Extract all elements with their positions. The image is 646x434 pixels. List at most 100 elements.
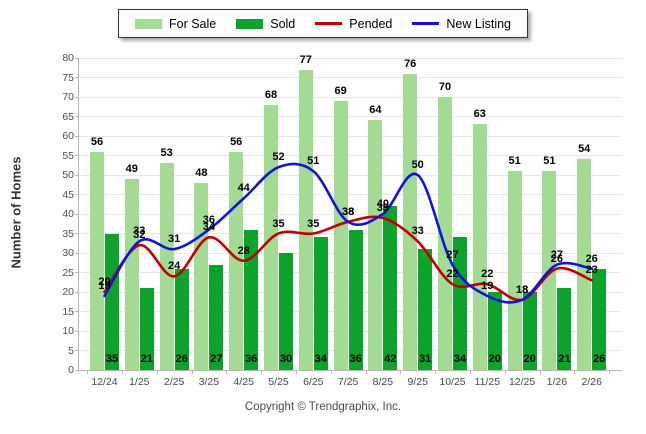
legend-label-sold: Sold — [270, 16, 296, 31]
x-tick-mark — [539, 371, 541, 374]
bar-sold[interactable] — [418, 249, 433, 370]
new-listing-value-label: 44 — [237, 182, 250, 195]
gridline-y-55 — [78, 155, 622, 156]
new-listing-line-swatch-icon — [412, 22, 440, 25]
bar-sold[interactable] — [313, 237, 328, 370]
x-tick-label-6/25: 6/25 — [303, 376, 324, 388]
gridline-y-75 — [78, 77, 622, 78]
bar-for-sale[interactable] — [194, 182, 209, 370]
y-tick-label-65: 65 — [62, 110, 74, 123]
y-tick-label-20: 20 — [62, 286, 74, 298]
new-listing-value-label: 50 — [411, 159, 424, 171]
x-tick-label-10/25: 10/25 — [439, 376, 466, 388]
new-listing-value-label: 38 — [341, 205, 355, 218]
pended-value-label: 38 — [341, 205, 355, 218]
bar-for-sale[interactable] — [542, 171, 557, 370]
bar-for-sale[interactable] — [264, 104, 278, 370]
new-listing-value-label: 51 — [307, 155, 320, 168]
bar-for-sale[interactable] — [403, 73, 418, 370]
x-tick-label-3/25: 3/25 — [198, 376, 220, 388]
y-tick-mark — [75, 213, 78, 215]
for-sale-value-label: 51 — [508, 155, 521, 168]
sold-value-label: 20 — [523, 353, 536, 365]
y-tick-label-10: 10 — [62, 325, 74, 337]
new-listing-value-label: 27 — [550, 248, 564, 261]
y-axis-title: Number of Homes — [8, 156, 24, 269]
y-tick-mark — [75, 272, 78, 273]
x-tick-label-1/26: 1/26 — [546, 376, 568, 388]
sold-value-label: 35 — [105, 353, 119, 365]
gridline-y-65 — [78, 116, 622, 117]
legend-item-for-sale: For Sale — [134, 16, 217, 31]
y-tick-label-55: 55 — [62, 149, 74, 162]
pended-value-label: 35 — [272, 217, 285, 230]
y-tick-mark — [75, 350, 78, 351]
new-listing-value-label: 40 — [376, 198, 390, 210]
pended-value-label: 34 — [202, 221, 216, 234]
y-tick-label-0: 0 — [68, 364, 74, 376]
sold-value-label: 21 — [558, 353, 571, 365]
new-listing-value-label: 36 — [202, 213, 216, 226]
sold-value-label: 30 — [279, 353, 293, 365]
new-listing-value-label: 27 — [446, 248, 459, 261]
x-tick-label-9/25: 9/25 — [407, 376, 428, 388]
bar-for-sale[interactable] — [368, 120, 383, 370]
legend-item-new-listing: New Listing — [412, 17, 511, 31]
y-tick-mark — [75, 174, 78, 176]
for-sale-swatch-icon — [134, 18, 162, 29]
for-sale-value-label: 53 — [160, 147, 173, 160]
new-listing-value-label: 19 — [481, 279, 494, 292]
bar-for-sale[interactable] — [333, 100, 348, 370]
legend-label-for-sale: For Sale — [168, 16, 217, 31]
bar-for-sale[interactable] — [438, 97, 452, 370]
x-tick-mark — [400, 371, 402, 374]
bar-for-sale[interactable] — [90, 151, 104, 370]
pended-value-label: 35 — [307, 217, 320, 230]
for-sale-value-label: 51 — [543, 155, 556, 168]
sold-value-label: 34 — [453, 353, 467, 365]
x-tick-mark — [191, 371, 193, 374]
y-tick-mark — [75, 57, 78, 59]
bar-for-sale[interactable] — [124, 178, 139, 370]
y-tick-mark — [75, 135, 78, 137]
x-tick-label-2/26: 2/26 — [581, 376, 602, 388]
bar-sold[interactable] — [348, 229, 363, 370]
x-tick-mark — [226, 371, 228, 374]
bar-sold[interactable] — [557, 288, 572, 370]
sold-value-label: 36 — [349, 353, 362, 365]
sold-value-label: 31 — [419, 353, 432, 365]
pended-value-label: 26 — [550, 252, 564, 265]
for-sale-value-label: 56 — [90, 135, 104, 148]
bar-for-sale[interactable] — [507, 171, 522, 370]
y-tick-label-75: 75 — [62, 71, 74, 84]
x-tick-label-1/25: 1/25 — [129, 376, 150, 388]
y-tick-mark — [75, 233, 78, 234]
x-axis-line — [78, 370, 622, 371]
sold-swatch-icon — [236, 18, 264, 29]
new-listing-value-label: 31 — [167, 233, 181, 246]
pended-value-label: 33 — [411, 225, 424, 238]
for-sale-value-label: 54 — [578, 143, 591, 156]
x-tick-label-12/25: 12/25 — [508, 376, 536, 388]
sold-value-label: 20 — [488, 353, 501, 365]
bar-sold[interactable] — [592, 268, 607, 370]
new-listing-value-label: 33 — [133, 225, 146, 238]
y-tick-label-45: 45 — [62, 188, 74, 201]
bar-sold[interactable] — [522, 292, 537, 370]
x-tick-mark — [261, 371, 263, 374]
sold-value-label: 34 — [314, 353, 327, 365]
bar-sold[interactable] — [383, 206, 398, 370]
bar-sold[interactable] — [487, 292, 502, 370]
for-sale-value-label: 69 — [334, 84, 347, 97]
bar-sold[interactable] — [105, 233, 119, 370]
y-tick-mark — [75, 291, 78, 293]
y-tick-label-80: 80 — [62, 52, 74, 64]
x-tick-mark — [435, 371, 437, 374]
y-tick-label-60: 60 — [62, 130, 74, 142]
bar-for-sale[interactable] — [472, 124, 487, 370]
for-sale-value-label: 63 — [473, 108, 486, 121]
bar-sold[interactable] — [139, 288, 154, 370]
sold-value-label: 42 — [384, 353, 397, 365]
y-tick-label-30: 30 — [62, 247, 74, 259]
sold-value-label: 26 — [175, 353, 188, 365]
